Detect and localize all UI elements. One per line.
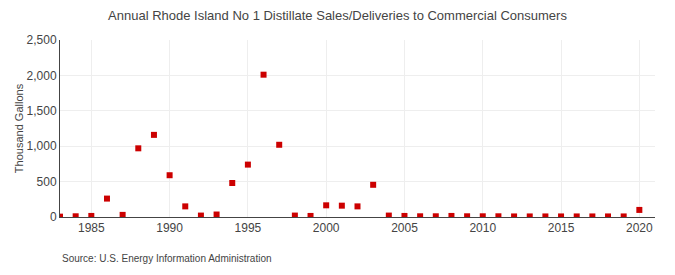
svg-text:2010: 2010: [469, 221, 496, 235]
svg-text:2020: 2020: [626, 221, 653, 235]
svg-text:500: 500: [37, 175, 57, 189]
svg-text:1,500: 1,500: [27, 104, 57, 118]
svg-text:2005: 2005: [391, 221, 418, 235]
svg-text:1985: 1985: [78, 221, 105, 235]
svg-text:2015: 2015: [548, 221, 575, 235]
svg-text:1995: 1995: [235, 221, 262, 235]
svg-text:2000: 2000: [313, 221, 340, 235]
svg-text:Annual Rhode Island No 1 Disti: Annual Rhode Island No 1 Distillate Sale…: [108, 8, 567, 23]
svg-text:Source: U.S. Energy Informatio: Source: U.S. Energy Information Administ…: [62, 253, 272, 264]
svg-text:1,000: 1,000: [27, 139, 57, 153]
svg-text:2,500: 2,500: [27, 33, 57, 47]
svg-text:Thousand Gallons: Thousand Gallons: [13, 83, 25, 173]
svg-text:1990: 1990: [156, 221, 183, 235]
svg-text:0: 0: [50, 210, 57, 224]
svg-text:2,000: 2,000: [27, 69, 57, 83]
